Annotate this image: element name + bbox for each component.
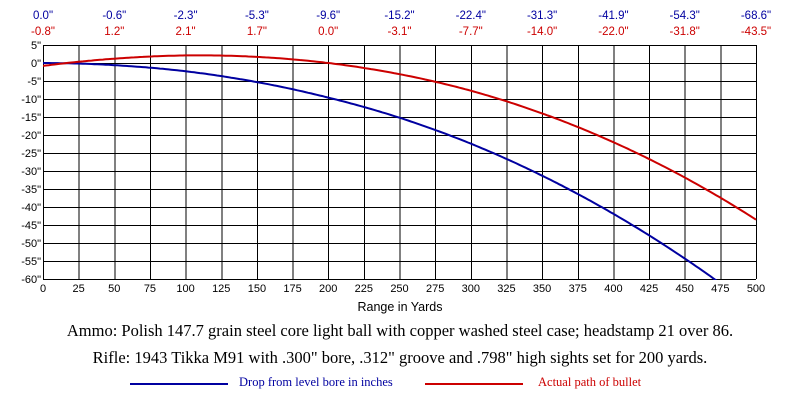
x-tick-label: 125 xyxy=(212,283,230,295)
y-tick-label: -15" xyxy=(21,112,41,124)
top-label-drop: -41.9" xyxy=(598,10,628,22)
y-tick-label: -10" xyxy=(21,94,41,106)
x-tick-label: 50 xyxy=(108,283,120,295)
ammo-caption: Ammo: Polish 147.7 grain steel core ligh… xyxy=(66,321,734,340)
chart-grid xyxy=(43,45,757,280)
legend-line-drop xyxy=(130,383,228,385)
y-tick-label: -50" xyxy=(21,238,41,250)
x-tick-label: 275 xyxy=(426,283,444,295)
top-label-path: -22.0" xyxy=(598,26,628,38)
y-tick-label: 0" xyxy=(31,58,41,70)
x-tick-label: 100 xyxy=(176,283,194,295)
legend-label-drop: Drop from level bore in inches xyxy=(239,375,393,389)
x-tick-label: 325 xyxy=(497,283,515,295)
top-label-drop: -0.6" xyxy=(102,10,126,22)
top-label-path: 2.1" xyxy=(176,26,196,38)
series-lines xyxy=(43,54,757,280)
y-tick-label: -5" xyxy=(27,76,41,88)
y-tick-label: -20" xyxy=(21,130,41,142)
y-tick-label: 5" xyxy=(31,40,41,52)
legend-line-path xyxy=(425,383,523,385)
top-label-drop: -5.3" xyxy=(245,10,269,22)
x-axis-label: Range in Yards xyxy=(357,300,442,314)
legend-label-path: Actual path of bullet xyxy=(538,375,642,389)
top-label-path: 0.0" xyxy=(318,26,338,38)
top-value-labels: 0.0" -0.8" -0.6" 1.2" -2.3" 2.1" -5.3" 1.7" -9.6… xyxy=(31,10,771,38)
series-line-path xyxy=(43,54,757,221)
y-tick-label: -30" xyxy=(21,166,41,178)
y-tick-label: -35" xyxy=(21,184,41,196)
top-label-drop: -68.6" xyxy=(741,10,771,22)
x-tick-label: 450 xyxy=(676,283,694,295)
x-tick-label: 350 xyxy=(533,283,551,295)
top-label-path: -31.8" xyxy=(670,26,700,38)
top-label-path: -0.8" xyxy=(31,26,55,38)
x-axis-ticks: 0 25 50 75 100 125 150 175 200 225 250 275 300 325 350… xyxy=(40,283,765,295)
top-label-drop: -54.3" xyxy=(670,10,700,22)
series-line-drop xyxy=(43,62,718,280)
x-tick-label: 475 xyxy=(711,283,729,295)
x-tick-label: 250 xyxy=(390,283,408,295)
x-tick-label: 375 xyxy=(569,283,587,295)
x-tick-label: 0 xyxy=(40,283,46,295)
top-label-drop: 0.0" xyxy=(33,10,53,22)
x-tick-label: 25 xyxy=(73,283,85,295)
top-label-path: -14.0" xyxy=(527,26,557,38)
rifle-caption: Rifle: 1943 Tikka M91 with .300" bore, .… xyxy=(92,348,708,367)
top-label-path: -7.7" xyxy=(459,26,483,38)
y-tick-label: -25" xyxy=(21,148,41,160)
y-tick-label: -55" xyxy=(21,256,41,268)
y-tick-label: -60" xyxy=(21,274,41,286)
x-tick-label: 400 xyxy=(604,283,622,295)
top-label-drop: -15.2" xyxy=(384,10,414,22)
y-tick-label: -40" xyxy=(21,202,41,214)
x-tick-label: 200 xyxy=(319,283,337,295)
y-tick-label: -45" xyxy=(21,220,41,232)
x-tick-label: 175 xyxy=(283,283,301,295)
x-tick-label: 225 xyxy=(355,283,373,295)
x-tick-label: 300 xyxy=(462,283,480,295)
x-tick-label: 75 xyxy=(144,283,156,295)
y-axis-ticks: 5" 0" -5" -10" -15" -20" -25" -30" -35" -40" -45" -… xyxy=(21,40,41,286)
top-label-path: -3.1" xyxy=(388,26,412,38)
top-label-path: 1.2" xyxy=(104,26,124,38)
x-tick-label: 425 xyxy=(640,283,658,295)
top-label-drop: -31.3" xyxy=(527,10,557,22)
top-label-path: 1.7" xyxy=(247,26,267,38)
top-label-drop: -22.4" xyxy=(456,10,486,22)
top-label-path: -43.5" xyxy=(741,26,771,38)
x-tick-label: 150 xyxy=(248,283,266,295)
top-label-drop: -2.3" xyxy=(174,10,198,22)
top-label-drop: -9.6" xyxy=(316,10,340,22)
x-tick-label: 500 xyxy=(747,283,765,295)
